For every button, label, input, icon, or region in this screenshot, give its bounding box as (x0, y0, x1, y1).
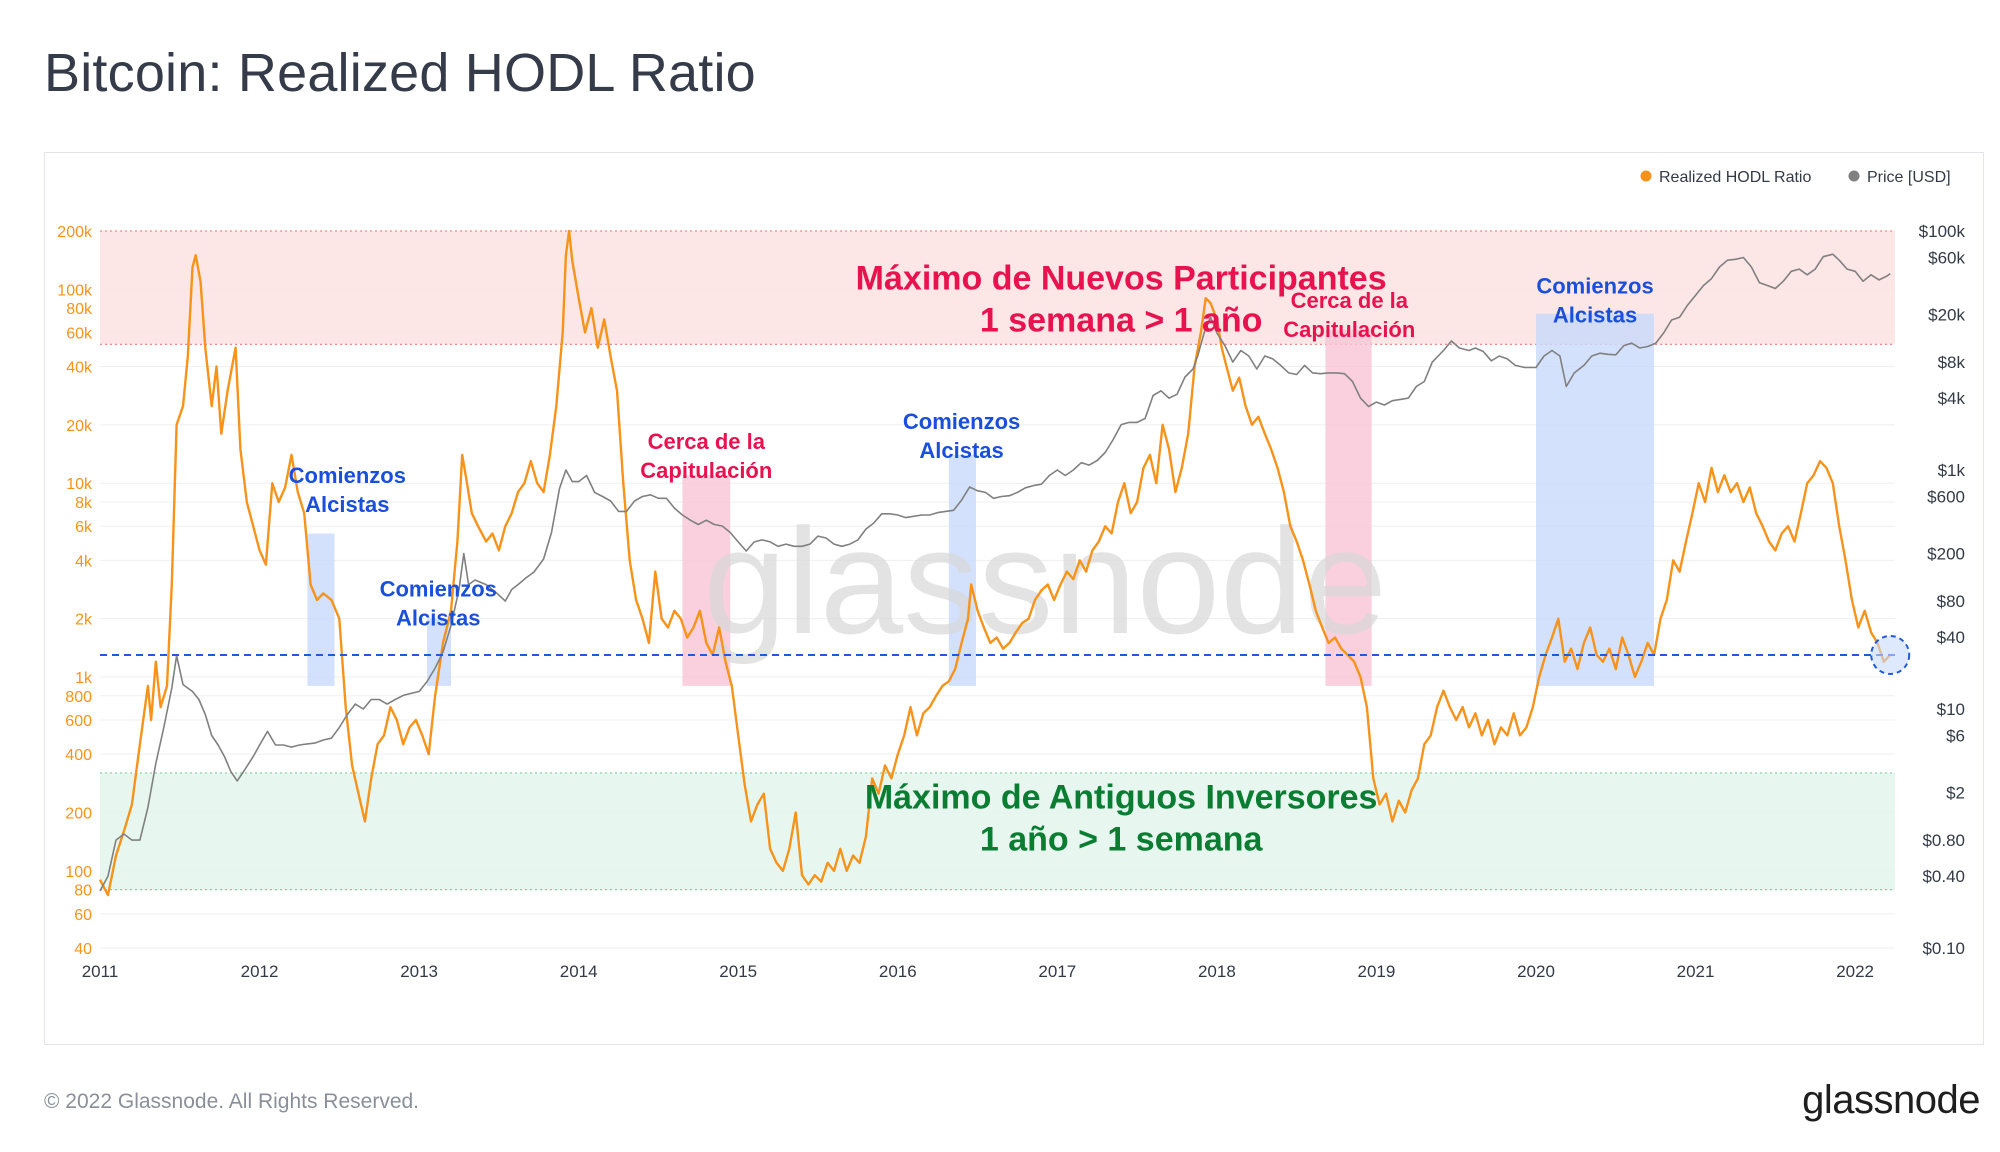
x-axis-tick: 2017 (1038, 962, 1076, 981)
legend-swatch (1848, 170, 1860, 182)
current-marker-fill (1871, 635, 1910, 674)
left-axis-tick: 2k (75, 612, 93, 629)
annotation-capit: Capitulación (640, 458, 772, 483)
annotation-old: 1 año > 1 semana (980, 820, 1264, 858)
left-axis-tick: 40 (74, 941, 92, 958)
right-axis-tick: $80 (1937, 592, 1965, 611)
x-axis-tick: 2011 (82, 962, 119, 981)
right-axis-tick: $1k (1938, 461, 1966, 480)
price-line (99, 253, 1891, 892)
left-axis-tick: 200k (57, 224, 93, 241)
left-axis-tick: 80 (74, 883, 92, 900)
left-axis-tick: 60 (74, 907, 92, 924)
right-axis-tick: $20k (1928, 306, 1965, 325)
annotation-bull: Alcistas (1553, 303, 1637, 328)
capit-band (1325, 329, 1372, 686)
annotation-bull: Alcistas (305, 492, 389, 517)
x-axis-tick: 2022 (1836, 962, 1874, 981)
legend-label: Realized HODL Ratio (1659, 169, 1811, 186)
x-axis-tick: 2013 (400, 962, 438, 981)
zone-old (100, 772, 1895, 890)
legend-label: Price [USD] (1867, 169, 1951, 186)
bull-band (948, 454, 976, 686)
left-axis-tick: 8k (75, 495, 93, 512)
right-axis-tick: $0.80 (1922, 831, 1965, 850)
current-marker (1870, 634, 1911, 675)
right-axis-tick: $600 (1927, 488, 1965, 507)
left-axis-tick: 600 (65, 713, 92, 730)
watermark-text: glassnode (703, 497, 1387, 665)
right-axis-tick: $4k (1938, 389, 1966, 408)
annotation-bull: Alcistas (396, 606, 480, 631)
glassnode-logo[interactable]: glassnode (1802, 1078, 1980, 1122)
copyright-footer: © 2022 Glassnode. All Rights Reserved. (44, 1090, 420, 1113)
left-axis-tick: 100k (57, 282, 93, 299)
left-axis-tick: 10k (66, 476, 93, 493)
right-axis-tick: $100k (1919, 222, 1966, 241)
annotation-capit: Capitulación (1283, 317, 1415, 342)
bull-band (307, 533, 335, 686)
x-axis-tick: 2021 (1677, 962, 1715, 981)
right-axis-tick: $2 (1946, 784, 1965, 803)
right-axis-tick: $200 (1927, 545, 1965, 564)
x-axis-tick: 2019 (1358, 962, 1396, 981)
annotation-capit: Cerca de la (1291, 288, 1409, 313)
left-axis-tick: 400 (65, 747, 92, 764)
left-axis-tick: 4k (75, 553, 93, 570)
x-axis-tick: 2016 (879, 962, 917, 981)
page-title: Bitcoin: Realized HODL Ratio (44, 43, 756, 103)
left-axis-tick: 80k (66, 301, 93, 318)
left-axis-tick: 100 (65, 864, 92, 881)
x-axis-tick: 2012 (241, 962, 279, 981)
right-axis-tick: $0.10 (1922, 939, 1965, 958)
right-axis-tick: $6 (1946, 727, 1965, 746)
left-axis-tick: 60k (66, 325, 93, 342)
x-axis-tick: 2014 (560, 962, 598, 981)
left-axis-tick: 6k (75, 519, 93, 536)
annotation-new: 1 semana > 1 año (980, 301, 1263, 339)
right-axis-tick: $40 (1937, 628, 1965, 647)
x-axis-tick: 2018 (1198, 962, 1236, 981)
annotation-bull: Comienzos (903, 409, 1020, 434)
chart-frame: glassnode Máximo de Nuevos Participantes 1… (44, 152, 1984, 1045)
right-axis-tick: $8k (1938, 353, 1966, 372)
x-axis-tick: 2020 (1517, 962, 1555, 981)
annotation-old: Máximo de Antiguos Inversores (865, 778, 1378, 816)
hodl-ratio-line (98, 229, 1892, 897)
left-axis-tick: 200 (65, 806, 92, 823)
left-axis-tick: 20k (66, 418, 93, 435)
x-axis-tick: 2015 (719, 962, 757, 981)
left-axis-tick: 1k (75, 670, 93, 687)
right-axis-tick: $0.40 (1922, 867, 1965, 886)
left-axis-tick: 40k (66, 359, 93, 376)
annotation-capit: Cerca de la (648, 429, 766, 454)
legend-swatch (1640, 170, 1652, 182)
annotation-bull: Comienzos (380, 577, 497, 602)
hodl-ratio-chart: glassnode Máximo de Nuevos Participantes 1… (57, 169, 1966, 981)
right-axis-tick: $60k (1928, 249, 1965, 268)
annotation-bull: Comienzos (1536, 274, 1653, 299)
annotation-bull: Alcistas (919, 438, 1003, 463)
left-axis-tick: 800 (65, 689, 92, 706)
right-axis-tick: $10 (1937, 700, 1965, 719)
annotation-new: Máximo de Nuevos Participantes (856, 259, 1387, 297)
annotation-bull: Comienzos (289, 463, 406, 488)
